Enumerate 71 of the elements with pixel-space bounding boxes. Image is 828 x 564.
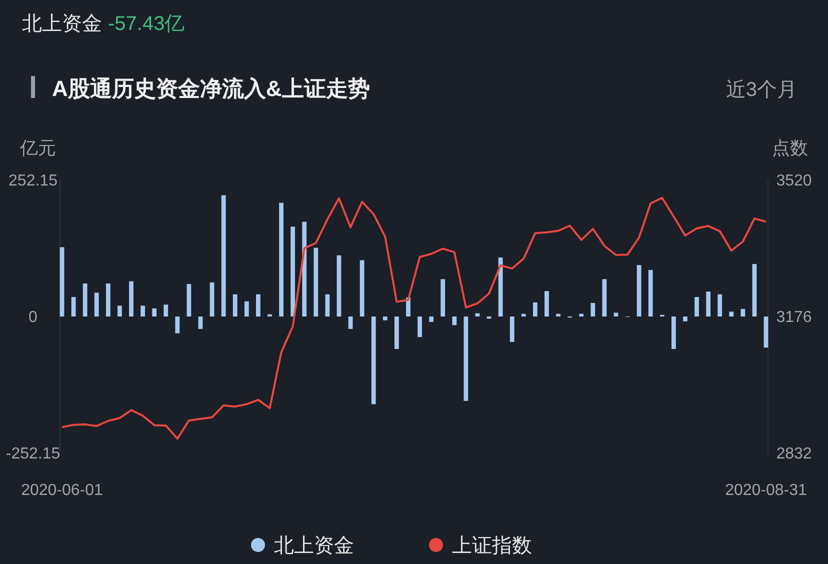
bar [71,297,76,316]
bar [521,314,526,316]
line-series [61,196,767,440]
bar [314,248,318,316]
bar [718,294,722,316]
bar [510,316,514,342]
bar [244,301,249,316]
bar [302,222,307,316]
bar [429,316,434,322]
y2-axis-title: 点数 [772,138,808,158]
x-tick-label: 2020-06-01 [21,482,104,499]
bar [82,283,88,316]
bar [683,316,688,322]
bar [106,283,110,316]
bar [706,292,710,316]
bar [336,255,342,316]
bar [440,279,446,316]
chart-title: A股通历史资金净流入&上证走势 [52,76,370,101]
bar [590,302,596,316]
bar [740,308,746,316]
bar [94,292,99,316]
bar [764,316,768,348]
bar [256,294,260,316]
y2-tick-label: 2832 [776,446,812,463]
bar [186,284,192,316]
bar [221,195,226,316]
bar [579,314,584,316]
bar [602,279,607,316]
bar [210,282,214,316]
y-axis-title: 亿元 [19,138,56,158]
bar [648,270,653,316]
bar [418,316,422,338]
bar [532,302,538,316]
bar [452,316,457,326]
bar [464,316,468,401]
bar [636,265,642,316]
bar [60,247,64,316]
bar [118,306,122,316]
text: 北上资金 -57.43亿 [22,13,185,35]
bar [360,260,364,316]
bar [382,316,388,320]
bar [671,316,676,349]
bar [371,316,376,404]
bar [232,294,238,316]
bar [348,316,353,329]
legend-label: 上证指数 [452,535,532,557]
bar [729,312,734,316]
y-tick-label: -252.15 [6,446,60,463]
bar [290,226,296,316]
bar [140,306,145,316]
bar [694,297,699,316]
bar [614,312,618,316]
text: 近3个月 [726,79,797,101]
bar [556,314,560,316]
y-tick-label: 0 [28,309,38,326]
x-tick-label: 2020-08-31 [725,482,808,499]
y2-tick-label: 3176 [776,309,812,326]
bar [279,202,284,316]
bar [752,264,757,316]
bar [498,257,503,316]
y2-tick-label: 3520 [776,172,812,190]
y-tick-label: 252.15 [8,172,58,190]
bar [394,316,399,349]
bar [544,291,549,316]
bar [152,308,157,316]
bar [129,281,134,316]
bar [175,316,180,334]
legend-label: 北上资金 [274,535,354,557]
bar [325,294,330,316]
bar [164,304,168,316]
bar [198,316,203,329]
